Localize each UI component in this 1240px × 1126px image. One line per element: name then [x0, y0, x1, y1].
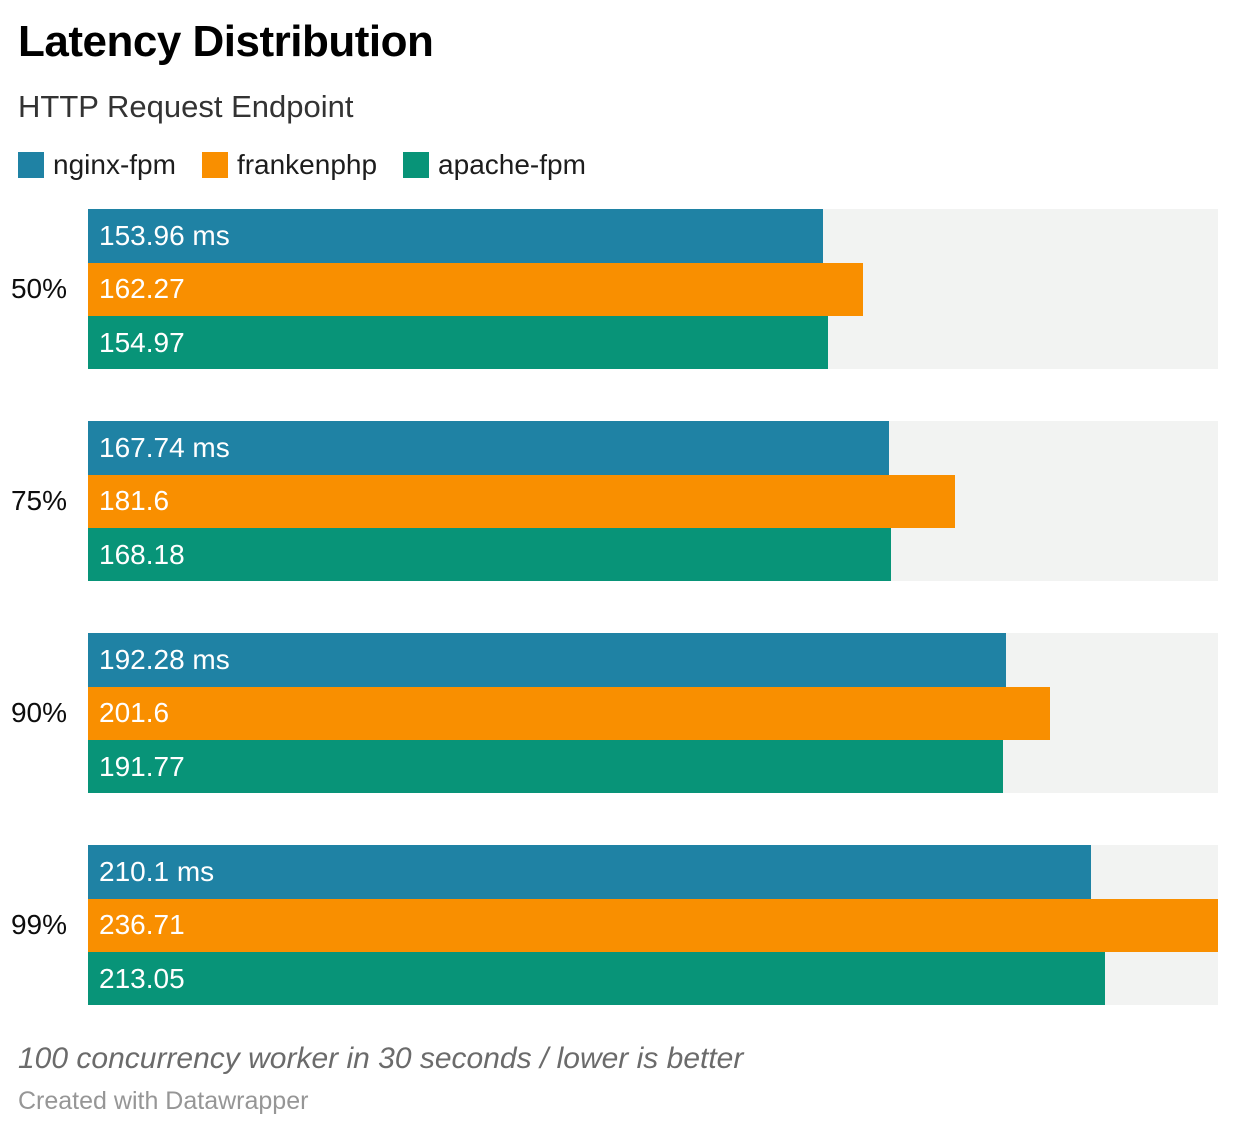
bar-track: 153.96 ms 162.27 154.97	[88, 209, 1218, 370]
legend-label: nginx-fpm	[53, 149, 176, 181]
legend-label: frankenphp	[236, 149, 378, 181]
percentile-group-75pct: 75% 167.74 ms 181.6 168.18	[0, 421, 1240, 582]
bar-frankenphp: 181.6	[88, 474, 955, 528]
bar-apache-fpm: 213.05	[88, 951, 1106, 1006]
bar-value-label: 167.74 ms	[99, 431, 230, 463]
legend-item-apache-fpm: apache-fpm	[403, 149, 586, 181]
bar-nginx-fpm: 210.1 ms	[88, 845, 1091, 899]
legend-swatch-icon	[403, 152, 430, 179]
bar-track: 210.1 ms 236.71 213.05	[88, 845, 1218, 1006]
bar-value-label: 201.6	[99, 697, 170, 729]
bar-frankenphp: 236.71	[88, 898, 1218, 952]
chart-title: Latency Distribution	[18, 17, 434, 66]
chart-header: Latency Distribution HTTP Request Endpoi…	[0, 0, 1240, 181]
chart-footer: 100 concurrency worker in 30 seconds / l…	[0, 1041, 1240, 1116]
bar-value-label: 192.28 ms	[99, 643, 230, 675]
bar-row: 154.97	[88, 315, 1218, 370]
bar-chart: 50% 153.96 ms 162.27 154.97 75% 167.74 ms 181.…	[0, 209, 1240, 1006]
bar-value-label: 162.27	[99, 273, 185, 305]
bar-row: 192.28 ms	[88, 633, 1218, 687]
datawrapper-credit: Created with Datawrapper	[18, 1087, 309, 1116]
bar-apache-fpm: 191.77	[88, 739, 1004, 794]
bar-row: 210.1 ms	[88, 845, 1218, 899]
category-label: 99%	[10, 909, 67, 941]
bar-value-label: 168.18	[99, 538, 185, 570]
chart-subtitle: HTTP Request Endpoint	[18, 89, 354, 124]
bar-value-label: 181.6	[99, 485, 170, 517]
percentile-group-90pct: 90% 192.28 ms 201.6 191.77	[0, 633, 1240, 794]
bar-nginx-fpm: 153.96 ms	[88, 209, 823, 263]
bar-row: 191.77	[88, 739, 1218, 794]
bar-value-label: 153.96 ms	[99, 219, 230, 251]
bar-track: 192.28 ms 201.6 191.77	[88, 633, 1218, 794]
bar-row: 236.71	[88, 898, 1218, 952]
bar-row: 201.6	[88, 686, 1218, 740]
bar-track: 167.74 ms 181.6 168.18	[88, 421, 1218, 582]
bar-nginx-fpm: 167.74 ms	[88, 421, 889, 475]
legend-label: apache-fpm	[438, 149, 586, 181]
bar-row: 213.05	[88, 951, 1218, 1006]
footer-note: 100 concurrency worker in 30 seconds / l…	[18, 1042, 744, 1076]
bar-apache-fpm: 154.97	[88, 315, 828, 370]
bar-row: 153.96 ms	[88, 209, 1218, 263]
bar-value-label: 154.97	[99, 326, 185, 358]
category-label: 75%	[10, 485, 67, 517]
legend-item-frankenphp: frankenphp	[201, 149, 378, 181]
legend-item-nginx-fpm: nginx-fpm	[18, 149, 176, 181]
bar-row: 162.27	[88, 262, 1218, 316]
percentile-group-50pct: 50% 153.96 ms 162.27 154.97	[0, 209, 1240, 370]
bar-value-label: 210.1 ms	[99, 855, 215, 887]
bar-apache-fpm: 168.18	[88, 527, 891, 582]
percentile-group-99pct: 99% 210.1 ms 236.71 213.05	[0, 845, 1240, 1006]
legend-swatch-icon	[201, 152, 228, 179]
category-label: 90%	[10, 697, 67, 729]
bar-row: 181.6	[88, 474, 1218, 528]
bar-value-label: 236.71	[99, 909, 185, 941]
bar-value-label: 213.05	[99, 962, 185, 994]
bar-row: 168.18	[88, 527, 1218, 582]
legend: nginx-fpm frankenphp apache-fpm	[18, 149, 1218, 181]
category-label: 50%	[10, 273, 67, 305]
bar-frankenphp: 162.27	[88, 262, 863, 316]
bar-value-label: 191.77	[99, 750, 185, 782]
bar-row: 167.74 ms	[88, 421, 1218, 475]
legend-swatch-icon	[18, 152, 44, 179]
bar-nginx-fpm: 192.28 ms	[88, 633, 1006, 687]
bar-frankenphp: 201.6	[88, 686, 1051, 740]
